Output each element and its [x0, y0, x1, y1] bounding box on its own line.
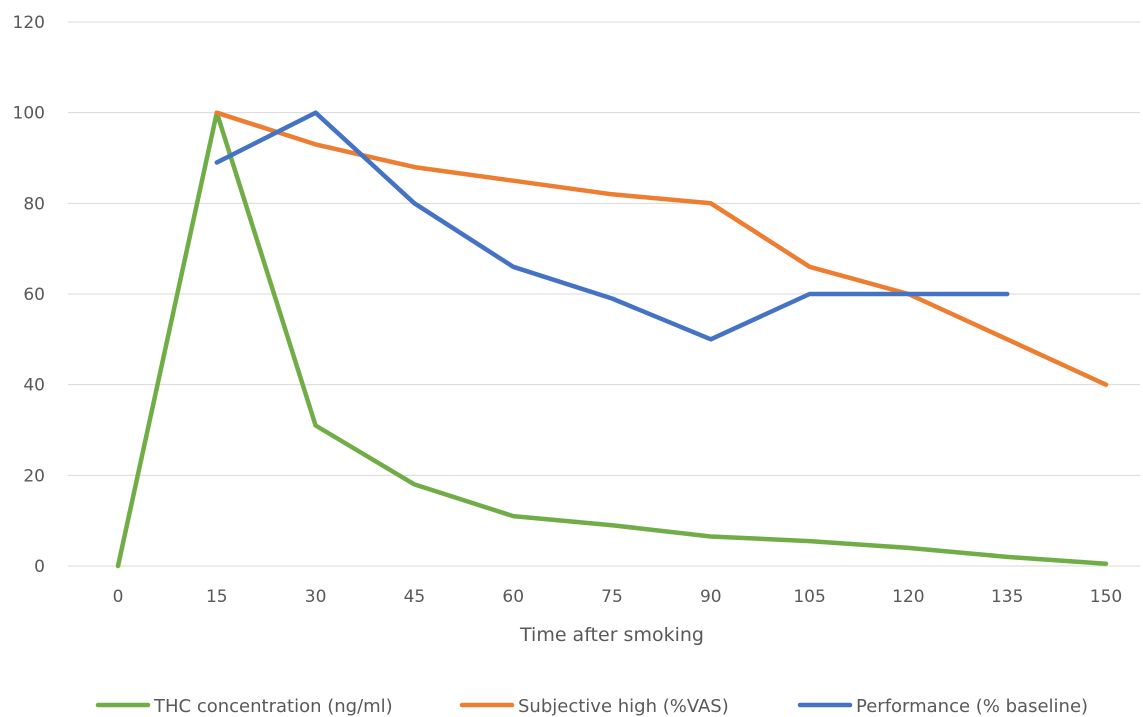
x-tick-label: 150	[1090, 587, 1122, 607]
legend-label-1: Subjective high (%VAS)	[518, 696, 729, 717]
y-axis-tick-labels: 0 20 40 60 80 100 120	[13, 13, 45, 577]
series-line-0	[115, 110, 1109, 569]
series-line-1	[214, 110, 1109, 387]
x-tick-label: 135	[991, 587, 1023, 607]
x-tick-label: 105	[793, 587, 825, 607]
x-tick-label: 0	[113, 587, 124, 607]
legend-label-0: THC concentration (ng/ml)	[153, 696, 393, 717]
y-tick-label: 20	[23, 466, 45, 486]
y-tick-label: 100	[13, 104, 45, 124]
series-lines	[115, 110, 1109, 569]
x-axis-title: Time after smoking	[519, 624, 704, 646]
x-tick-label: 90	[700, 587, 722, 607]
y-tick-label: 40	[23, 376, 45, 396]
x-tick-label: 30	[305, 587, 327, 607]
x-tick-label: 60	[502, 587, 524, 607]
x-tick-label: 45	[404, 587, 426, 607]
legend: THC concentration (ng/ml) Subjective high…	[95, 696, 1088, 717]
x-tick-label: 75	[601, 587, 623, 607]
series-line-2	[214, 110, 1010, 342]
y-tick-label: 120	[13, 13, 45, 33]
x-tick-label: 15	[206, 587, 228, 607]
x-axis-tick-labels: 0 15 30 45 60 75 90 105 120 135 150	[113, 587, 1123, 607]
y-tick-label: 60	[23, 285, 45, 305]
legend-label-2: Performance (% baseline)	[856, 696, 1088, 717]
y-tick-label: 80	[23, 194, 45, 214]
y-tick-label: 0	[34, 557, 45, 577]
x-tick-label: 120	[892, 587, 924, 607]
